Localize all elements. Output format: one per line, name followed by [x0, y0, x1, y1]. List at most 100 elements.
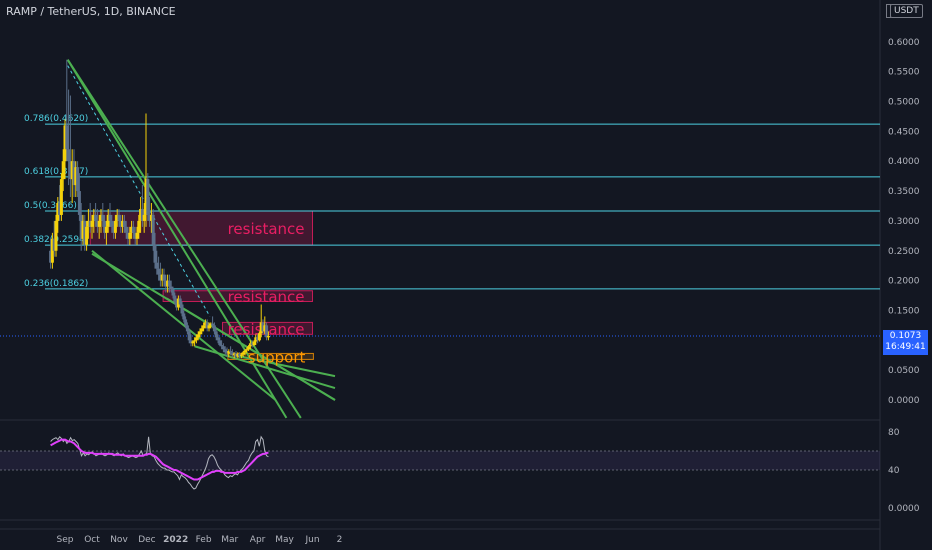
candle-body: [173, 295, 177, 302]
candle-body: [126, 232, 130, 239]
x-tick-label: Sep: [57, 535, 74, 545]
candle-body: [236, 354, 240, 357]
candle-body: [92, 214, 96, 221]
candle-body: [158, 274, 162, 281]
candle-body: [61, 161, 65, 180]
candle-body: [230, 352, 234, 356]
candle-body: [198, 331, 202, 335]
candle-body: [146, 179, 150, 215]
candle-body: [207, 325, 211, 329]
candle-body: [164, 280, 168, 287]
candle-body: [85, 226, 89, 245]
candle-body: [205, 322, 209, 329]
y-tick-label: 0.3000: [888, 217, 920, 227]
candle-body: [142, 214, 146, 221]
currency-badge[interactable]: USDT: [890, 4, 923, 18]
candle-body: [113, 220, 117, 233]
fib-level-label: 0.5(0.3166): [24, 201, 77, 211]
x-tick-label: Jun: [304, 535, 319, 545]
candle-body: [90, 220, 94, 227]
candle-body: [54, 220, 58, 251]
candle-body: [261, 322, 265, 332]
candle-body: [232, 353, 236, 356]
last-price-badge: 0.1073 16:49:41: [883, 330, 928, 355]
candle-body: [59, 179, 63, 215]
trend-line: [233, 354, 336, 378]
candle-body: [238, 354, 242, 356]
candle-body: [203, 322, 207, 326]
candle-body: [265, 325, 269, 338]
last-price-value: 0.1073: [889, 331, 922, 341]
x-tick-label: Mar: [221, 535, 238, 545]
y-tick-label: 0.4000: [888, 157, 920, 167]
candle-body: [245, 349, 249, 351]
candle-body: [250, 343, 254, 346]
y-tick-label: 0.0000: [888, 396, 920, 406]
candle-body: [67, 149, 71, 162]
candle-body: [88, 220, 92, 227]
resistance-label: resistance: [228, 220, 305, 238]
candle-body: [223, 349, 227, 353]
scale-corner-icon[interactable]: [886, 4, 891, 18]
x-tick-label: Feb: [196, 535, 212, 545]
candle-body: [130, 226, 134, 233]
candle-body: [227, 351, 231, 354]
candle-body: [104, 226, 108, 233]
candle-body: [144, 179, 148, 215]
candle-body: [182, 313, 186, 320]
candle-body: [117, 214, 121, 221]
y-tick-label: 0.3500: [888, 187, 920, 197]
candle-body: [112, 226, 116, 233]
candle-body: [189, 340, 193, 344]
rsi-ma-line: [50, 438, 269, 481]
candle-body: [221, 346, 225, 350]
candle-body: [155, 262, 159, 269]
candle-body: [193, 340, 197, 342]
candle-body: [49, 250, 53, 263]
candle-body: [86, 220, 90, 227]
candle-body: [214, 331, 218, 338]
candle-body: [220, 345, 224, 347]
candle-body: [187, 331, 191, 341]
fib-level-label: 0.786(0.4620): [24, 114, 88, 124]
candle-body: [72, 161, 76, 186]
candle-body: [68, 161, 72, 180]
symbol-title: RAMP / TetherUS, 1D, BINANCE: [6, 5, 176, 18]
candle-body: [106, 214, 110, 227]
candle-body: [259, 322, 263, 334]
y-tick-label: 0.1500: [888, 306, 920, 316]
candle-body: [137, 220, 141, 233]
candle-body: [234, 353, 238, 357]
candle-body: [58, 202, 62, 215]
trend-line: [91, 249, 277, 401]
x-tick-label: May: [275, 535, 294, 545]
candle-body: [211, 323, 215, 326]
candle-body: [257, 333, 261, 341]
candle-body: [196, 334, 200, 338]
candle-body: [175, 301, 179, 308]
y-tick-label: 0.2000: [888, 277, 920, 287]
candle-body: [131, 226, 135, 233]
candle-body: [103, 220, 107, 233]
candle-body: [79, 214, 83, 239]
candle-body: [194, 337, 198, 341]
candle-body: [209, 323, 213, 326]
rsi-band: [0, 451, 880, 470]
candle-body: [124, 226, 128, 233]
bar-countdown: 16:49:41: [885, 342, 926, 352]
candle-body: [248, 343, 252, 347]
candle-body: [56, 202, 60, 221]
candle-body: [50, 238, 54, 263]
x-tick-label: Oct: [84, 535, 100, 545]
candle-body: [162, 274, 166, 281]
y-tick-label: 0.0000: [888, 504, 920, 514]
y-tick-label: 0.6000: [888, 38, 920, 48]
trend-line: [194, 345, 336, 390]
candle-body: [157, 268, 161, 275]
candle-body: [77, 191, 81, 215]
candle-body: [74, 167, 78, 186]
candle-body: [119, 220, 123, 227]
candle-body: [200, 328, 204, 332]
candle-body: [243, 350, 247, 353]
